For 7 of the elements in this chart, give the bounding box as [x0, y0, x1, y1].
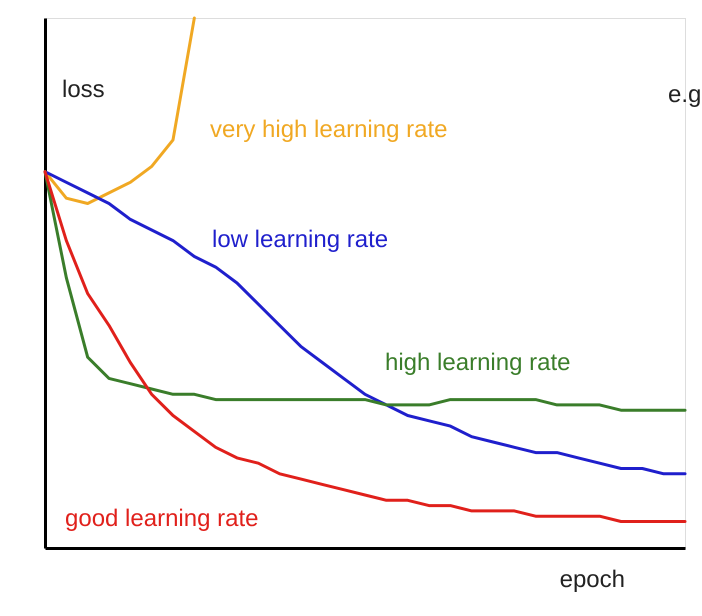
annotation: e.g: [668, 81, 702, 108]
series-label: high learning rate: [385, 349, 570, 376]
series-label: low learning rate: [212, 226, 388, 253]
series-label: good learning rate: [65, 505, 258, 532]
series-label: very high learning rate: [210, 116, 448, 143]
y-axis-title: loss: [62, 76, 105, 103]
x-axis-title: epoch: [560, 566, 625, 593]
